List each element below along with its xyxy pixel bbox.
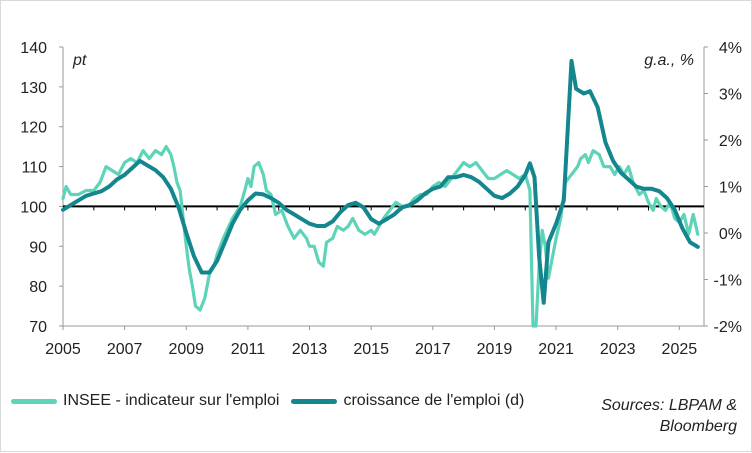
y-right-tick-label: -2% (714, 319, 742, 336)
y-left-tick-label: 80 (29, 279, 47, 296)
y-left-tick-label: 100 (20, 199, 47, 216)
y-left-tick-label: 70 (29, 319, 47, 336)
y-right-tick-label: 2% (719, 133, 742, 150)
series-line-insee (61, 145, 700, 328)
legend-item-insee: INSEE - indicateur sur l'emploi (11, 392, 279, 410)
x-tick-label: 2021 (538, 341, 574, 358)
y-right-tick-label: 0% (719, 226, 742, 243)
source-note: Sources: LBPAM & Bloomberg (601, 397, 737, 435)
y-right-tick-label: 3% (719, 87, 742, 104)
y-right-tick-label: 1% (719, 180, 742, 197)
x-tick-label: 2017 (415, 341, 451, 358)
legend-swatch-insee (11, 398, 57, 404)
legend-swatch-emploi (291, 398, 338, 404)
y-left-unit-label: pt (72, 52, 87, 69)
x-tick-label: 2005 (45, 341, 81, 358)
x-tick-label: 2019 (477, 341, 513, 358)
y-left-tick-label: 130 (20, 80, 47, 97)
legend-label-insee: INSEE - indicateur sur l'emploi (63, 392, 280, 409)
y-right-unit-label: g.a., % (644, 52, 694, 69)
y-left-tick-label: 120 (20, 120, 47, 137)
x-tick-label: 2011 (231, 341, 266, 358)
legend-item-emploi: croissance de l'emploi (d) (291, 392, 524, 410)
x-tick-label: 2009 (168, 341, 204, 358)
y-left-tick-label: 110 (21, 160, 47, 177)
y-right-tick-label: -1% (714, 273, 742, 290)
x-tick-label: 2023 (600, 341, 636, 358)
x-tick-label: 2025 (662, 341, 698, 358)
y-right-tick-label: 4% (719, 40, 742, 57)
legend-label-emploi: croissance de l'emploi (d) (343, 392, 525, 409)
y-left-tick-label: 90 (29, 239, 47, 256)
x-tick-label: 2007 (107, 341, 143, 358)
y-left-tick-label: 140 (20, 40, 47, 57)
x-tick-label: 2013 (292, 341, 328, 358)
legend: INSEE - indicateur sur l'emploi croissan… (11, 392, 536, 410)
series-line-emploi (61, 58, 700, 305)
x-tick-label: 2015 (353, 341, 389, 358)
